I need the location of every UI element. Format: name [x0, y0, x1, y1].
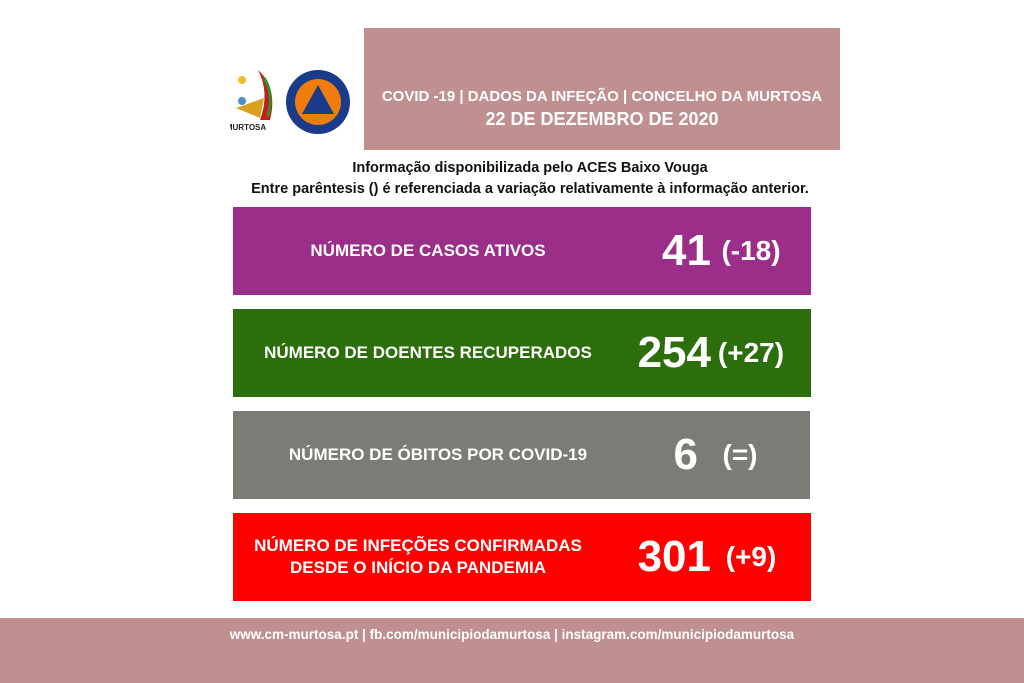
card-value: 254 [637, 328, 711, 377]
card-change: (+27) [717, 337, 785, 368]
card-value: 301 [637, 532, 711, 581]
header-title: COVID -19 | DADOS DA INFEÇÃO | CONCELHO … [381, 88, 823, 105]
card-active-cases: NÚMERO DE CASOS ATIVOS 41 (-18) [233, 207, 811, 295]
card-change: (=) [722, 439, 758, 470]
card-deaths: NÚMERO DE ÓBITOS POR COVID-19 6 (=) [233, 411, 810, 499]
card-change: (+9) [725, 541, 777, 572]
murtosa-logo: MURTOSA [226, 70, 350, 134]
card-value: 41 [662, 226, 711, 275]
footer-links: www.cm-murtosa.pt | fb.com/municipiodamu… [0, 618, 1024, 683]
logos: MURTOSA [226, 68, 355, 140]
card-label: NÚMERO DE DOENTES RECUPERADOS [264, 343, 592, 362]
card-label: NÚMERO DE ÓBITOS POR COVID-19 [288, 445, 588, 464]
info-source: Informação disponibilizada pelo ACES Bai… [352, 160, 708, 176]
card-label: NÚMERO DE INFEÇÕES CONFIRMADAS DESDE O I… [254, 536, 582, 577]
card-recovered: NÚMERO DE DOENTES RECUPERADOS 254 (+27) [233, 309, 811, 397]
info-note: Entre parêntesis () é referenciada a var… [251, 181, 809, 197]
card-confirmed: NÚMERO DE INFEÇÕES CONFIRMADAS DESDE O I… [233, 513, 811, 601]
card-value: 6 [673, 430, 698, 479]
proteccao-civil-logo [286, 70, 350, 134]
card-label: NÚMERO DE CASOS ATIVOS [310, 241, 546, 260]
header-banner: COVID -19 | DADOS DA INFEÇÃO | CONCELHO … [364, 28, 840, 150]
svg-text:MURTOSA: MURTOSA [230, 123, 266, 132]
card-change: (-18) [721, 235, 781, 266]
header-date: 22 DE DEZEMBRO DE 2020 [485, 109, 719, 129]
